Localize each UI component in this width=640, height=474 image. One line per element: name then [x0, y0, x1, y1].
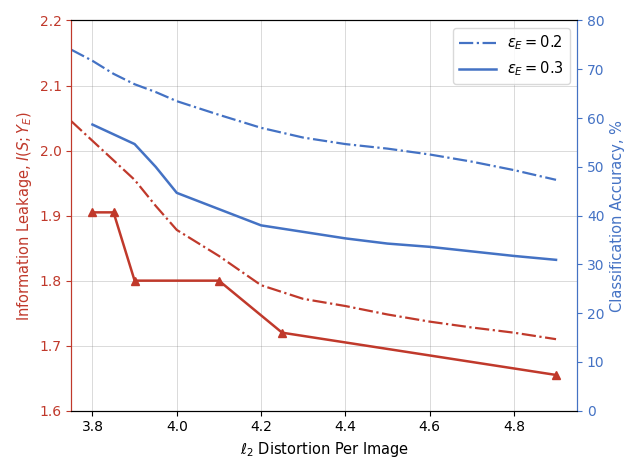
$\varepsilon_E = 0.3$: [152, 164, 159, 170]
$\varepsilon_E = 0.2$: [383, 146, 391, 152]
$\varepsilon_E = 0.2$: [552, 177, 560, 182]
$\varepsilon_E = 0.2$: [152, 89, 159, 95]
$\varepsilon_E = 0.3$: [300, 229, 307, 235]
Line: $\varepsilon_E = 0.3$: $\varepsilon_E = 0.3$: [92, 125, 556, 260]
$\varepsilon_E = 0.3$: [468, 248, 476, 254]
$\varepsilon_E = 0.3$: [109, 131, 117, 137]
$\varepsilon_E = 0.3$: [131, 141, 138, 147]
$\varepsilon_E = 0.2$: [342, 141, 349, 147]
$\varepsilon_E = 0.2$: [68, 47, 76, 53]
$\varepsilon_E = 0.3$: [383, 241, 391, 246]
$\varepsilon_E = 0.2$: [109, 71, 117, 77]
$\varepsilon_E = 0.2$: [468, 159, 476, 164]
$\varepsilon_E = 0.3$: [88, 122, 96, 128]
Line: $\varepsilon_E = 0.2$: $\varepsilon_E = 0.2$: [72, 50, 556, 180]
$\varepsilon_E = 0.3$: [257, 222, 265, 228]
$\varepsilon_E = 0.2$: [510, 167, 518, 173]
$\varepsilon_E = 0.2$: [215, 112, 223, 118]
$\varepsilon_E = 0.2$: [300, 135, 307, 140]
$\varepsilon_E = 0.3$: [510, 253, 518, 259]
$\varepsilon_E = 0.3$: [215, 206, 223, 212]
X-axis label: $\ell_2$ Distortion Per Image: $\ell_2$ Distortion Per Image: [239, 440, 409, 459]
$\varepsilon_E = 0.2$: [88, 58, 96, 64]
$\varepsilon_E = 0.3$: [426, 244, 433, 250]
$\varepsilon_E = 0.2$: [173, 98, 180, 104]
Y-axis label: Classification Accuracy, %: Classification Accuracy, %: [610, 119, 625, 311]
$\varepsilon_E = 0.2$: [131, 82, 138, 87]
$\varepsilon_E = 0.3$: [173, 190, 180, 196]
Legend: $\varepsilon_E = 0.2$, $\varepsilon_E = 0.3$: $\varepsilon_E = 0.2$, $\varepsilon_E = …: [453, 28, 570, 84]
$\varepsilon_E = 0.2$: [257, 125, 265, 131]
$\varepsilon_E = 0.2$: [426, 152, 433, 157]
$\varepsilon_E = 0.3$: [552, 257, 560, 263]
$\varepsilon_E = 0.3$: [342, 236, 349, 241]
Y-axis label: Information Leakage, $I(S; Y_E)$: Information Leakage, $I(S; Y_E)$: [15, 110, 34, 320]
